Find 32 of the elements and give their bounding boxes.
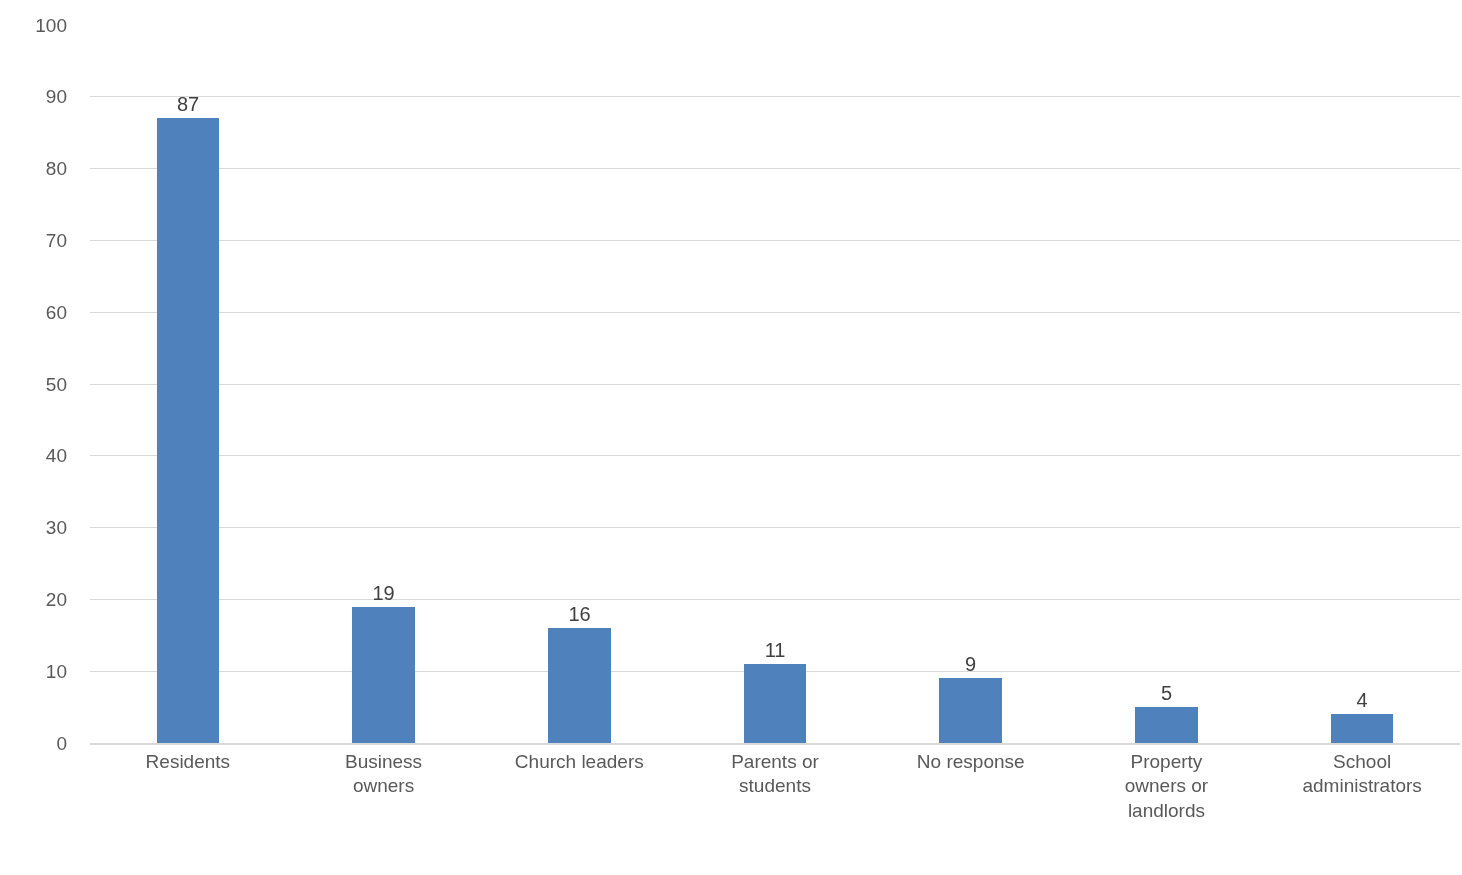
bar (352, 607, 415, 743)
data-label: 16 (568, 603, 591, 625)
data-label: 19 (372, 582, 395, 604)
x-tick-label: Property owners or landlords (1124, 750, 1209, 821)
data-label: 5 (1160, 682, 1173, 704)
x-tick-label: Church leaders (514, 750, 644, 772)
data-label: 4 (1356, 689, 1368, 711)
x-tick-label: School administrators (1302, 750, 1422, 797)
y-tick-label: 70 (45, 230, 67, 252)
bar (548, 628, 611, 743)
y-tick-label: 10 (45, 660, 67, 682)
data-label: 9 (964, 653, 977, 675)
data-label: 11 (764, 639, 786, 661)
x-tick-label: Business owners (345, 750, 423, 797)
bar (939, 678, 1002, 743)
bar (1135, 707, 1198, 743)
x-tick-label: Parents or students (731, 750, 820, 797)
y-tick-label: 0 (56, 732, 67, 754)
bar (744, 664, 806, 743)
y-tick-label: 60 (45, 301, 67, 323)
y-tick-label: 100 (35, 14, 67, 36)
y-tick-label: 30 (45, 517, 67, 539)
y-tick-label: 50 (45, 373, 67, 395)
y-tick-label: 80 (45, 158, 67, 180)
bar (157, 118, 219, 743)
y-tick-label: 40 (45, 445, 67, 467)
bar (1331, 714, 1393, 743)
x-tick-label: Residents (145, 750, 231, 772)
data-label: 87 (176, 93, 200, 115)
x-tick-label: No response (916, 750, 1025, 772)
y-tick-label: 20 (45, 589, 67, 611)
y-tick-label: 90 (45, 86, 67, 108)
